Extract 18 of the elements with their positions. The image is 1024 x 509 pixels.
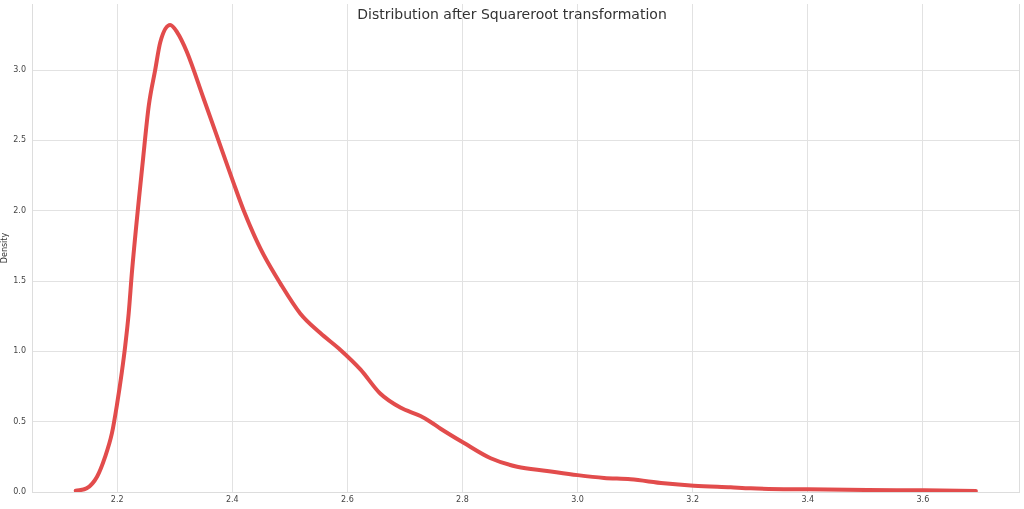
- x-tick-label: 3.6: [916, 494, 930, 504]
- y-tick-label: 0.0: [13, 487, 26, 497]
- y-tick-label: 0.5: [13, 416, 26, 426]
- chart-title: Distribution after Squareroot transformation: [356, 5, 668, 23]
- x-tick-label: 2.4: [225, 494, 239, 504]
- line-series: [73, 23, 978, 492]
- x-tick-label: 3.0: [571, 494, 584, 504]
- y-tick-label: 2.5: [13, 135, 26, 145]
- y-tick-label: 2.0: [13, 205, 26, 215]
- x-tick-label: 2.8: [456, 494, 469, 504]
- x-tick-label: 2.6: [341, 494, 354, 504]
- x-tick-label: 3.4: [801, 494, 815, 504]
- y-tick-label: 1.0: [13, 346, 26, 356]
- x-tick-label: 3.2: [686, 494, 700, 504]
- y-axis-title: Density: [0, 232, 9, 264]
- y-tick-label: 1.5: [13, 276, 26, 286]
- y-tick-label: 3.0: [13, 65, 26, 75]
- x-tick-label: 2.2: [110, 494, 124, 504]
